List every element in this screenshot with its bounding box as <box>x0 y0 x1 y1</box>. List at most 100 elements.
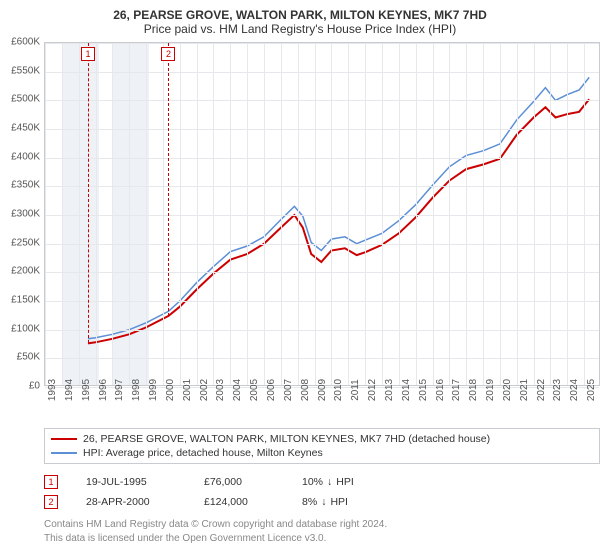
x-axis-tick: 2007 <box>283 379 294 401</box>
x-axis-tick: 1996 <box>98 379 109 401</box>
gridline-vertical <box>433 43 434 385</box>
gridline-vertical <box>483 43 484 385</box>
x-axis-tick: 2002 <box>199 379 210 401</box>
transaction-row: 2 28-APR-2000 £124,000 8% ↓ HPI <box>44 492 600 512</box>
arrow-down-icon: ↓ <box>321 496 326 508</box>
legend: 26, PEARSE GROVE, WALTON PARK, MILTON KE… <box>44 428 600 464</box>
x-axis-tick: 2011 <box>350 379 361 401</box>
gridline-vertical <box>315 43 316 385</box>
chart-area: 12 £0£50K£100K£150K£200K£250K£300K£350K£… <box>44 42 600 406</box>
transaction-delta: 8% ↓ HPI <box>302 496 348 508</box>
y-axis-tick: £0 <box>0 381 40 392</box>
x-axis-tick: 1997 <box>114 379 125 401</box>
legend-swatch <box>51 452 77 454</box>
transaction-delta: 10% ↓ HPI <box>302 476 354 488</box>
gridline-vertical <box>449 43 450 385</box>
x-axis-tick: 2025 <box>586 379 597 401</box>
x-axis-tick: 2024 <box>569 379 580 401</box>
gridline-vertical <box>517 43 518 385</box>
x-axis-tick: 1995 <box>81 379 92 401</box>
gridline-vertical <box>416 43 417 385</box>
marker-label-2: 2 <box>161 47 175 61</box>
gridline-vertical <box>79 43 80 385</box>
legend-row: 26, PEARSE GROVE, WALTON PARK, MILTON KE… <box>51 432 593 446</box>
gridline-vertical <box>213 43 214 385</box>
x-axis-tick: 2017 <box>451 379 462 401</box>
y-axis-tick: £250K <box>0 237 40 248</box>
transaction-price: £124,000 <box>204 496 274 508</box>
x-axis-tick: 2009 <box>317 379 328 401</box>
y-axis-tick: £550K <box>0 65 40 76</box>
transaction-date: 28-APR-2000 <box>86 496 176 508</box>
gridline-vertical <box>534 43 535 385</box>
transaction-marker: 2 <box>44 495 58 509</box>
x-axis-tick: 2020 <box>502 379 513 401</box>
x-axis-tick: 1993 <box>47 379 58 401</box>
transaction-date: 19-JUL-1995 <box>86 476 176 488</box>
marker-line <box>168 43 169 316</box>
gridline-vertical <box>197 43 198 385</box>
y-axis-tick: £450K <box>0 123 40 134</box>
gridline-vertical <box>550 43 551 385</box>
gridline-vertical <box>180 43 181 385</box>
gridline-vertical <box>584 43 585 385</box>
y-axis-tick: £500K <box>0 94 40 105</box>
legend-swatch <box>51 438 77 440</box>
y-axis-tick: £300K <box>0 209 40 220</box>
y-axis-tick: £600K <box>0 37 40 48</box>
x-axis-tick: 2023 <box>552 379 563 401</box>
transaction-row: 1 19-JUL-1995 £76,000 10% ↓ HPI <box>44 472 600 492</box>
x-axis-tick: 2022 <box>536 379 547 401</box>
x-axis-tick: 2012 <box>367 379 378 401</box>
chart-subtitle: Price paid vs. HM Land Registry's House … <box>10 22 590 36</box>
arrow-down-icon: ↓ <box>327 476 332 488</box>
gridline-vertical <box>399 43 400 385</box>
x-axis-tick: 2004 <box>232 379 243 401</box>
y-axis-tick: £100K <box>0 323 40 334</box>
gridline-vertical <box>45 43 46 385</box>
gridline-vertical <box>96 43 97 385</box>
y-axis-tick: £350K <box>0 180 40 191</box>
x-axis-tick: 2000 <box>165 379 176 401</box>
gridline-vertical <box>382 43 383 385</box>
y-axis-tick: £50K <box>0 352 40 363</box>
gridline-vertical <box>500 43 501 385</box>
gridline-vertical <box>62 43 63 385</box>
gridline-vertical <box>247 43 248 385</box>
gridline-vertical <box>567 43 568 385</box>
transaction-table: 1 19-JUL-1995 £76,000 10% ↓ HPI 2 28-APR-2000… <box>44 472 600 512</box>
x-axis-tick: 2008 <box>300 379 311 401</box>
x-axis-tick: 1999 <box>148 379 159 401</box>
y-axis-tick: £200K <box>0 266 40 277</box>
x-axis-tick: 2013 <box>384 379 395 401</box>
y-axis-tick: £400K <box>0 151 40 162</box>
x-axis-tick: 2014 <box>401 379 412 401</box>
x-axis-tick: 2001 <box>182 379 193 401</box>
gridline-vertical <box>112 43 113 385</box>
transaction-price: £76,000 <box>204 476 274 488</box>
gridline-vertical <box>298 43 299 385</box>
legend-label: HPI: Average price, detached house, Milt… <box>83 447 323 459</box>
plot-region: 12 <box>44 42 600 386</box>
x-axis-tick: 2018 <box>468 379 479 401</box>
x-axis-tick: 2006 <box>266 379 277 401</box>
gridline-vertical <box>163 43 164 385</box>
gridline-vertical <box>146 43 147 385</box>
marker-line <box>88 43 89 343</box>
legend-row: HPI: Average price, detached house, Milt… <box>51 446 593 460</box>
gridline-vertical <box>466 43 467 385</box>
x-axis-tick: 2010 <box>333 379 344 401</box>
legend-label: 26, PEARSE GROVE, WALTON PARK, MILTON KE… <box>83 433 490 445</box>
gridline-vertical <box>264 43 265 385</box>
gridline-vertical <box>331 43 332 385</box>
chart-title: 26, PEARSE GROVE, WALTON PARK, MILTON KE… <box>10 8 590 22</box>
gridline-vertical <box>365 43 366 385</box>
gridline-vertical <box>129 43 130 385</box>
footer-line-2: This data is licensed under the Open Gov… <box>44 532 590 546</box>
x-axis-tick: 2021 <box>519 379 530 401</box>
x-axis-tick: 2019 <box>485 379 496 401</box>
x-axis-tick: 2005 <box>249 379 260 401</box>
x-axis-tick: 1994 <box>64 379 75 401</box>
footer-line-1: Contains HM Land Registry data © Crown c… <box>44 518 590 532</box>
transaction-marker: 1 <box>44 475 58 489</box>
